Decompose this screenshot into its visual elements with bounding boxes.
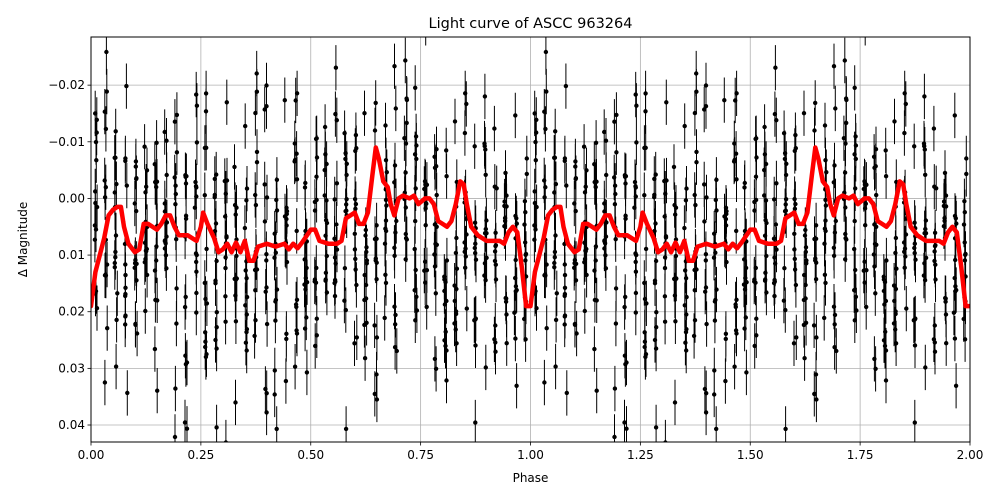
y-tick-label: 0.01 [58,248,85,262]
x-tick-label: 1.75 [847,448,874,462]
chart-title: Light curve of ASCC 963264 [429,16,633,32]
model-curve-group [91,145,970,309]
x-tick-label: 0.75 [407,448,434,462]
x-tick-label: 0.00 [78,448,105,462]
x-tick-label: 1.25 [627,448,654,462]
axis-ticks: 0.00 0.25 0.50 0.75 1.00 1.25 1.50 1.75 2.00 −0.0… [48,78,983,462]
x-tick-label: 2.00 [957,448,984,462]
y-tick-label: −0.01 [48,135,85,149]
y-tick-label: −0.02 [48,78,85,92]
x-tick-label: 0.50 [297,448,324,462]
x-axis-label: Phase [513,471,549,485]
y-tick-label: 0.04 [58,418,85,432]
x-tick-label: 0.25 [188,448,215,462]
y-tick-label: 0.02 [58,305,85,319]
y-tick-label: 0.00 [58,191,85,205]
model-curve [91,145,970,309]
x-tick-label: 1.50 [737,448,764,462]
y-tick-label: 0.03 [58,361,85,375]
x-tick-label: 1.00 [517,448,544,462]
y-axis-label: Δ Magnitude [16,202,30,278]
